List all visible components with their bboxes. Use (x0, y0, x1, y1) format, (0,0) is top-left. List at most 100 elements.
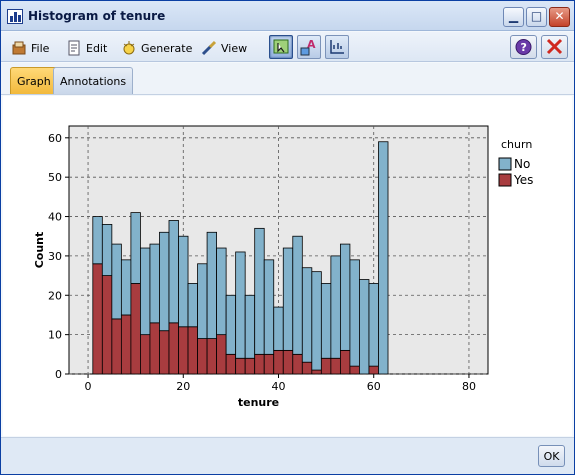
generate-menu-label: Generate (141, 41, 193, 55)
y-tick-label: 20 (48, 289, 62, 302)
tab-graph-label: Graph (17, 74, 51, 88)
close-icon: ✕ (554, 9, 565, 23)
generate-menu[interactable]: Generate (121, 39, 192, 57)
bar-no (320, 283, 332, 359)
window-title: Histogram of tenure (28, 9, 166, 23)
bar-no (120, 259, 132, 316)
ok-button-label: OK (543, 449, 560, 463)
bar-no (349, 259, 360, 367)
tab-annotations[interactable]: Annotations (53, 67, 134, 94)
x-tick-label: 0 (85, 380, 92, 393)
y-axis-label: Count (33, 232, 46, 269)
bar-yes (282, 349, 294, 375)
bar-no (254, 227, 265, 355)
bar-yes (292, 353, 303, 375)
bar-yes (301, 361, 313, 375)
bar-no (282, 247, 294, 351)
x-tick-label: 40 (272, 380, 286, 393)
x-tick-label: 60 (367, 380, 381, 393)
view-menu-label: View (221, 41, 248, 55)
bar-no (244, 294, 256, 359)
bar-no (149, 243, 160, 324)
bar-no (368, 283, 379, 367)
bar-no (301, 267, 313, 363)
edit-menu[interactable]: Edit (66, 39, 107, 57)
close-icon (546, 38, 563, 55)
bar-yes (339, 349, 351, 375)
close-output-button[interactable] (541, 35, 568, 59)
footer-bar: OK (1, 437, 574, 474)
help-icon: ? (515, 39, 532, 55)
view-menu[interactable]: View (201, 39, 247, 57)
bar-no (92, 216, 103, 265)
bar-no (330, 255, 341, 359)
histogram-icon (7, 9, 23, 24)
layout-button[interactable] (325, 35, 349, 59)
bar-no (339, 243, 351, 351)
legend-title: churn (501, 138, 532, 151)
bar-yes (149, 322, 160, 375)
axis-layout-icon (330, 40, 344, 54)
edit-icon (66, 40, 82, 56)
bar-yes (159, 330, 170, 375)
x-tick-label: 20 (176, 380, 190, 393)
maximize-button[interactable]: □ (526, 7, 547, 27)
bar-yes (111, 318, 122, 375)
bar-yes (168, 322, 179, 375)
generate-icon (121, 40, 137, 56)
bar-no (101, 224, 113, 276)
bar-yes (368, 365, 379, 375)
bar-no (168, 220, 179, 324)
file-icon (11, 40, 27, 56)
ok-button[interactable]: OK (538, 445, 565, 467)
bar-yes (263, 353, 275, 375)
bar-yes (187, 326, 198, 375)
tab-bar: Graph Annotations (1, 63, 574, 95)
legend: No Yes (498, 157, 533, 187)
legend-swatch-yes (498, 173, 512, 187)
bar-yes (330, 357, 341, 375)
tab-graph[interactable]: Graph (10, 67, 58, 94)
bar-yes (349, 365, 360, 375)
title-bar[interactable]: Histogram of tenure ▁ □ ✕ (1, 1, 574, 31)
bar-no (273, 306, 284, 351)
bar-no (235, 251, 246, 359)
bar-no (311, 271, 322, 371)
bar-no (178, 235, 189, 328)
explore-mode-button[interactable] (269, 35, 293, 59)
bar-no (263, 259, 275, 355)
edit-menu-label: Edit (86, 41, 108, 55)
bar-no (292, 235, 303, 355)
explore-mode-icon (273, 39, 289, 54)
help-button[interactable]: ? (510, 35, 537, 59)
toolbar: File Edit Generate View A (1, 32, 574, 62)
bar-yes (130, 283, 141, 375)
bar-yes (311, 369, 322, 375)
bar-yes (101, 275, 113, 375)
bar-yes (197, 338, 208, 375)
legend-label-no: No (514, 157, 530, 171)
x-axis-label: tenure (238, 396, 279, 409)
minimize-button[interactable]: ▁ (503, 7, 524, 27)
y-tick-label: 50 (48, 171, 62, 184)
x-tick-label: 80 (462, 380, 476, 393)
bar-yes (216, 334, 227, 375)
y-tick-label: 40 (48, 211, 62, 224)
view-icon (201, 40, 217, 56)
close-window-button[interactable]: ✕ (549, 7, 570, 27)
bar-yes (254, 353, 265, 375)
bar-yes (92, 263, 103, 375)
file-menu[interactable]: File (11, 39, 49, 57)
histogram-chart: 0 20 40 60 80 0 10 20 30 40 50 60 tenure Count chur… (33, 125, 533, 409)
svg-text:?: ? (521, 41, 527, 54)
edit-mode-button[interactable]: A (297, 35, 321, 59)
graph-panel: 0 20 40 60 80 0 10 20 30 40 50 60 tenure Count chur… (3, 96, 572, 436)
bar-yes (140, 334, 151, 375)
bar-no (130, 212, 141, 284)
bar-no (216, 247, 227, 336)
bar-no (187, 283, 198, 328)
bar-no (140, 247, 151, 336)
text-edit-icon: A (300, 38, 316, 56)
bar-no (378, 141, 389, 375)
